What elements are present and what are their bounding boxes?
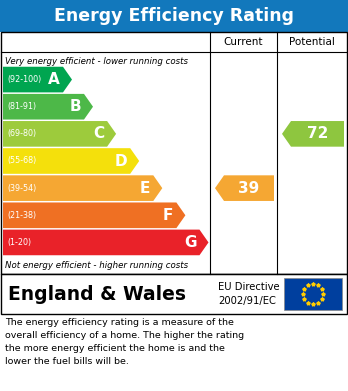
Polygon shape bbox=[3, 175, 162, 201]
Bar bbox=[1, 32, 347, 274]
Polygon shape bbox=[3, 67, 72, 92]
Bar bbox=[284, 278, 342, 310]
Text: Energy Efficiency Rating: Energy Efficiency Rating bbox=[54, 7, 294, 25]
Bar bbox=[0, 0, 348, 32]
Polygon shape bbox=[282, 121, 344, 147]
Text: (39-54): (39-54) bbox=[7, 184, 36, 193]
Polygon shape bbox=[3, 121, 116, 147]
Polygon shape bbox=[215, 175, 274, 201]
Polygon shape bbox=[3, 148, 139, 174]
Text: England & Wales: England & Wales bbox=[8, 285, 186, 303]
Text: Very energy efficient - lower running costs: Very energy efficient - lower running co… bbox=[5, 57, 188, 66]
Text: (21-38): (21-38) bbox=[7, 211, 36, 220]
Text: Potential: Potential bbox=[289, 37, 335, 47]
Text: (55-68): (55-68) bbox=[7, 156, 36, 165]
Text: E: E bbox=[140, 181, 150, 196]
Text: D: D bbox=[114, 154, 127, 169]
Text: F: F bbox=[163, 208, 173, 223]
Text: B: B bbox=[69, 99, 81, 114]
Text: 39: 39 bbox=[238, 181, 260, 196]
Polygon shape bbox=[3, 203, 185, 228]
Text: (1-20): (1-20) bbox=[7, 238, 31, 247]
Text: The energy efficiency rating is a measure of the
overall efficiency of a home. T: The energy efficiency rating is a measur… bbox=[5, 318, 244, 366]
Text: 72: 72 bbox=[307, 126, 328, 142]
Text: Not energy efficient - higher running costs: Not energy efficient - higher running co… bbox=[5, 260, 188, 269]
Text: (81-91): (81-91) bbox=[7, 102, 36, 111]
Text: (92-100): (92-100) bbox=[7, 75, 41, 84]
Text: G: G bbox=[184, 235, 197, 250]
Text: A: A bbox=[48, 72, 60, 87]
Text: Current: Current bbox=[224, 37, 263, 47]
Polygon shape bbox=[3, 94, 93, 120]
Polygon shape bbox=[3, 230, 208, 255]
Text: C: C bbox=[93, 126, 104, 142]
Text: 2002/91/EC: 2002/91/EC bbox=[218, 296, 276, 306]
Text: (69-80): (69-80) bbox=[7, 129, 36, 138]
Bar bbox=[1, 274, 347, 314]
Text: EU Directive: EU Directive bbox=[218, 282, 280, 292]
